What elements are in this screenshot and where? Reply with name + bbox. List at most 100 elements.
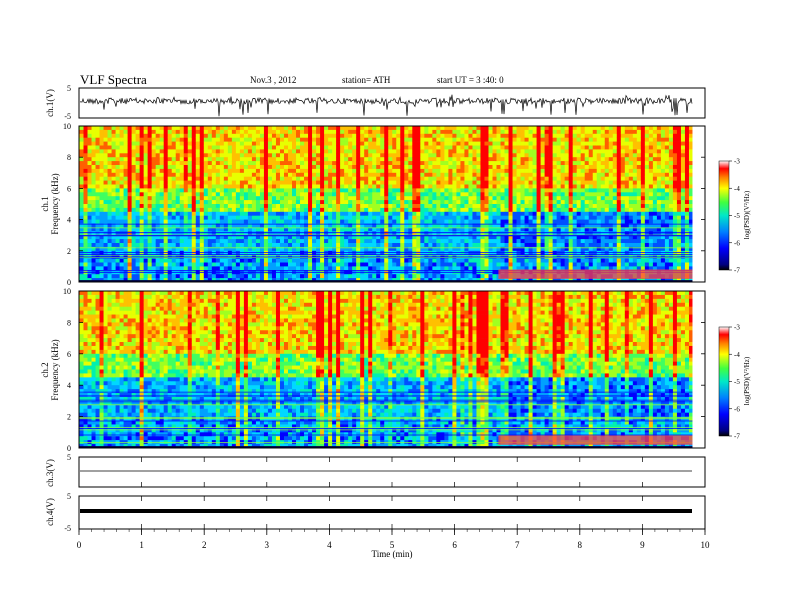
spectrogram-cell — [147, 192, 152, 197]
spectrogram-cell — [251, 141, 257, 146]
spectrogram-cell — [528, 246, 533, 252]
spectrogram-cell — [223, 157, 229, 162]
spectrogram-cell — [500, 219, 505, 224]
spectrogram-cell — [476, 137, 481, 142]
spectrogram-cell — [167, 137, 173, 142]
spectrogram-cell — [528, 141, 533, 146]
spectrogram-cell — [95, 227, 100, 232]
spectrogram-cell — [420, 184, 425, 189]
spectrogram-cell — [396, 246, 401, 252]
spectrogram-cell — [259, 184, 265, 189]
spectrogram-cell — [428, 180, 433, 185]
spectrogram-cell — [147, 141, 152, 146]
spectrogram-cell — [488, 262, 493, 267]
spectrogram-cell — [163, 145, 169, 150]
spectrogram-cell — [368, 137, 373, 142]
spectrogram-cell — [119, 231, 124, 236]
spectrogram-cell — [159, 200, 164, 205]
spectrogram-cell — [356, 204, 361, 209]
spectrogram-cell — [219, 262, 225, 267]
spectrogram-cell — [360, 145, 365, 150]
spectrogram-cell — [183, 149, 189, 154]
spectrogram-cell — [452, 129, 457, 135]
spectrogram-cell — [283, 157, 289, 162]
spectrogram-cell — [223, 165, 229, 170]
spectrogram-cell — [159, 188, 164, 193]
spectrogram-cell — [364, 219, 369, 224]
spectrogram-cell — [243, 172, 249, 177]
spectrogram-cell — [239, 184, 245, 189]
spectrogram-cell — [99, 157, 104, 162]
spectrogram-cell — [376, 211, 381, 216]
spectrogram-cell — [300, 262, 305, 267]
spectrogram-cell — [312, 204, 317, 209]
spectrogram-cell — [444, 129, 449, 135]
spectrogram-cell — [508, 235, 513, 240]
spectrogram-cell — [243, 126, 249, 131]
spectrogram-cell — [79, 184, 84, 189]
spectrogram-cell — [392, 246, 397, 252]
spectrogram-cell — [400, 161, 405, 166]
spectrogram-cell — [304, 126, 309, 131]
spectrogram-cell — [195, 196, 201, 201]
spectrogram-cell — [324, 243, 329, 248]
spectrogram-cell — [488, 223, 493, 228]
spectrogram-cell — [336, 211, 341, 216]
spectrogram-cell — [275, 231, 281, 236]
spectrogram-cell — [143, 204, 148, 209]
spectrogram-cell — [500, 227, 505, 232]
spectrogram-cell — [332, 180, 337, 185]
spectrogram-cell — [460, 165, 465, 170]
spectrogram-cell — [544, 180, 549, 185]
spectrogram-cell — [296, 188, 301, 193]
spectrogram-cell — [219, 137, 225, 142]
spectrogram-cell — [576, 188, 582, 193]
spectrogram-cell — [219, 141, 225, 146]
spectrogram-cell — [279, 153, 285, 158]
spectrogram-cell — [288, 215, 293, 220]
spectrogram-cell — [163, 215, 169, 220]
spectrogram-cell — [388, 266, 393, 271]
spectrogram-cell — [119, 246, 124, 252]
spectrogram-cell — [536, 188, 541, 193]
spectrogram-cell — [131, 176, 136, 181]
spectrogram-cell — [460, 192, 465, 197]
spectrogram-cell — [111, 246, 116, 252]
spectrogram-cell — [275, 176, 281, 181]
spectrogram-cell — [384, 149, 389, 154]
spectrogram-cell — [91, 172, 96, 177]
spectrogram-cell — [235, 274, 241, 279]
spectrogram-cell — [560, 141, 565, 146]
spectrogram-cell — [468, 262, 473, 267]
spectrogram-cell — [448, 258, 453, 263]
spectrogram-cell — [536, 172, 541, 177]
spectrogram-cell — [223, 141, 229, 146]
spectrogram-cell — [544, 176, 549, 181]
spectrogram-cell — [548, 129, 553, 135]
spectrogram-cell — [87, 161, 92, 166]
spectrogram-cell — [556, 129, 561, 135]
spectrogram-cell — [404, 176, 409, 181]
spectrogram-cell — [456, 211, 461, 216]
spectrogram-cell — [83, 223, 88, 228]
spectrogram-cell — [416, 219, 421, 224]
spectrogram-cell — [436, 266, 441, 271]
spectrogram-cell — [207, 133, 213, 138]
spectrogram-cell — [207, 223, 213, 228]
spectrogram-cell — [191, 262, 197, 267]
spectrogram-cell — [171, 149, 177, 154]
spectrogram-cell — [340, 165, 345, 170]
spectrogram-cell — [464, 215, 469, 220]
spectrogram-cell — [91, 149, 96, 154]
spectrogram-cell — [424, 231, 429, 236]
spectrogram-cell — [259, 145, 265, 150]
spectrogram-cell — [123, 180, 128, 185]
spectrogram-cell — [412, 149, 417, 154]
spectrogram-cell — [536, 262, 541, 267]
spectrogram-cell — [251, 266, 257, 271]
spectrogram-cell — [508, 165, 513, 170]
spectrogram-cell — [384, 239, 389, 244]
spectrogram-cell — [83, 211, 88, 216]
spectrogram-cell — [312, 141, 317, 146]
spectrogram-cell — [472, 172, 477, 177]
